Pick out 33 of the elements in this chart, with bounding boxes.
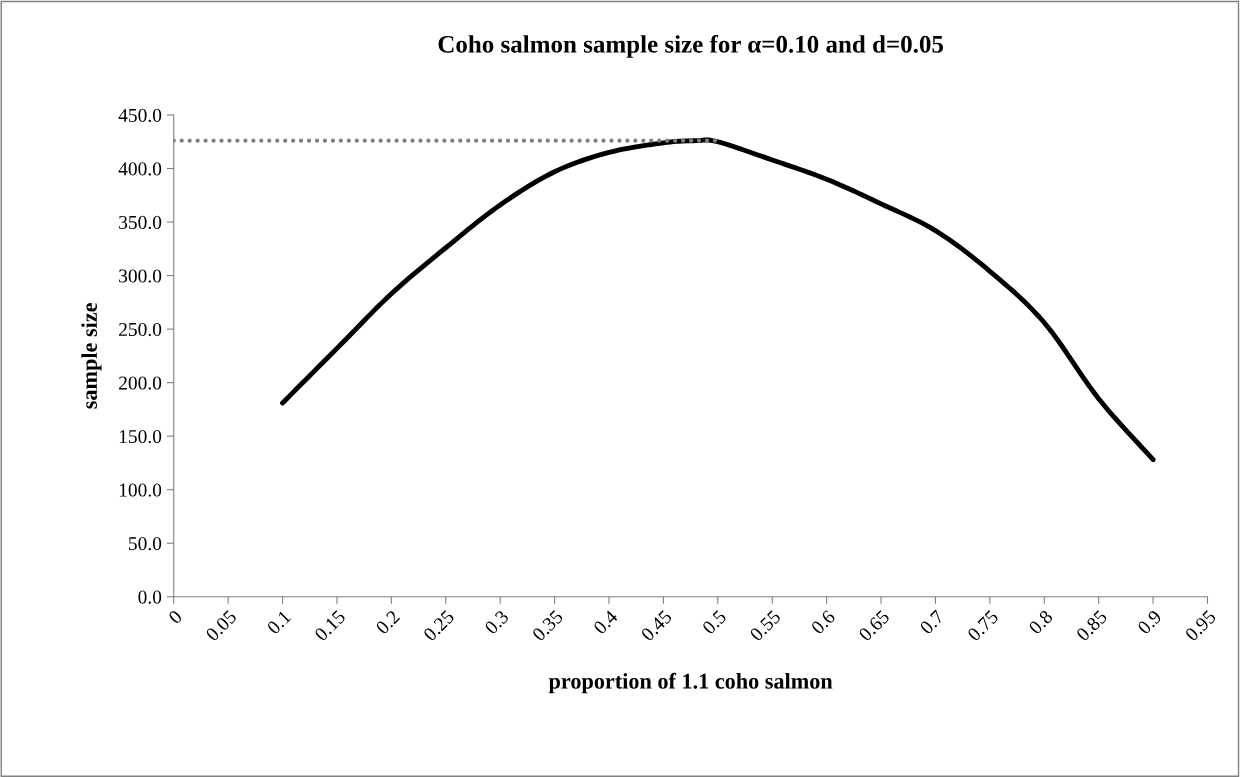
x-tick-label: 0.85 xyxy=(1075,609,1108,642)
y-tick-label: 400.0 xyxy=(118,162,162,176)
x-tick-label: 0.75 xyxy=(966,609,1000,642)
y-tick-label: 200.0 xyxy=(119,376,162,390)
x-tick-label: 0.5 xyxy=(701,609,728,635)
chart-title: Coho salmon sample size for α=0.10 and d=0.05 xyxy=(438,34,944,58)
x-tick-label: 0.1 xyxy=(266,609,292,635)
x-tick-label: 0.35 xyxy=(531,609,564,642)
y-tick-label: 350.0 xyxy=(119,215,162,230)
x-tick-label: 0.25 xyxy=(422,609,455,642)
x-tick-label: 0.45 xyxy=(640,609,673,642)
x-tick-label: 0.4 xyxy=(592,609,619,635)
y-tick-label: 450.0 xyxy=(118,108,162,123)
x-tick-label: 0 xyxy=(167,609,183,625)
x-tick-label: 0.6 xyxy=(810,609,836,635)
x-tick-label: 0.3 xyxy=(483,609,510,635)
y-tick-label: 100.0 xyxy=(119,483,162,497)
x-tick-label: 0.9 xyxy=(1136,609,1163,635)
x-tick-label: 0.55 xyxy=(749,609,782,642)
x-tick-label: 0.15 xyxy=(313,609,347,642)
y-tick-label: 0.0 xyxy=(138,590,162,604)
x-tick-label: 0.8 xyxy=(1028,609,1054,635)
x-tick-label: 0.65 xyxy=(857,609,891,642)
y-tick-label: 50.0 xyxy=(129,537,162,551)
x-axis-title: proportion of 1.1 coho salmon xyxy=(548,672,833,694)
y-tick-label: 250.0 xyxy=(119,322,162,337)
x-tick-label: 0.05 xyxy=(205,609,238,642)
x-tick-label: 0.95 xyxy=(1184,609,1217,642)
y-axis-title: sample size xyxy=(81,303,102,409)
x-tick-label: 0.2 xyxy=(375,609,401,635)
x-tick-label: 0.7 xyxy=(919,609,945,635)
y-tick-label: 300.0 xyxy=(119,269,162,283)
y-tick-label: 150.0 xyxy=(119,429,162,444)
